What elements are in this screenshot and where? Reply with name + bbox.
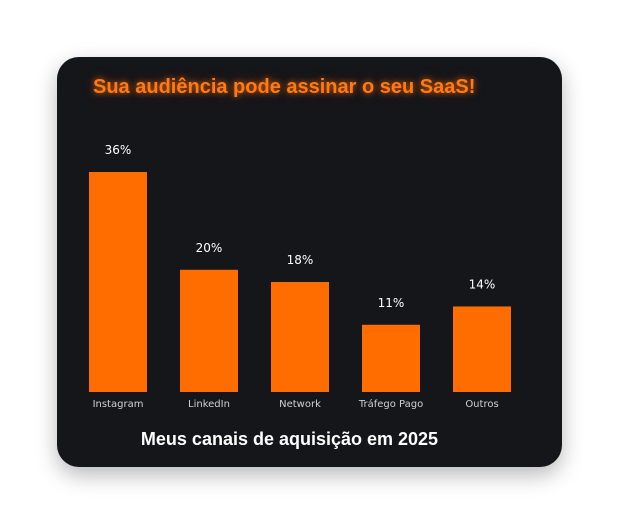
chart-card: Sua audiência pode assinar o seu SaaS! 3… xyxy=(57,57,562,467)
bar-instagram xyxy=(89,172,147,392)
value-label-instagram: 36% xyxy=(105,143,132,157)
bar-group: 36% Instagram 20% LinkedIn 18% Network 11% Tráf… xyxy=(89,143,511,410)
value-label-linkedin: 20% xyxy=(196,241,223,255)
value-label-trafego-pago: 11% xyxy=(378,296,405,310)
category-label-trafego-pago: Tráfego Pago xyxy=(358,398,423,410)
category-label-instagram: Instagram xyxy=(93,399,144,410)
category-label-outros: Outros xyxy=(465,399,498,410)
headline: Sua audiência pode assinar o seu SaaS! xyxy=(93,76,476,98)
bar-chart: 36% Instagram 20% LinkedIn 18% Network 11% Tráf… xyxy=(89,143,511,410)
value-label-outros: 14% xyxy=(469,277,496,291)
category-label-network: Network xyxy=(279,399,321,410)
chart-title: Meus canais de aquisição em 2025 xyxy=(140,429,439,449)
value-label-network: 18% xyxy=(287,253,314,267)
category-label-linkedin: LinkedIn xyxy=(188,399,230,410)
bar-outros xyxy=(453,306,511,392)
bar-linkedin xyxy=(180,269,238,392)
bar-trafego-pago xyxy=(362,324,420,392)
bar-network xyxy=(271,282,329,392)
